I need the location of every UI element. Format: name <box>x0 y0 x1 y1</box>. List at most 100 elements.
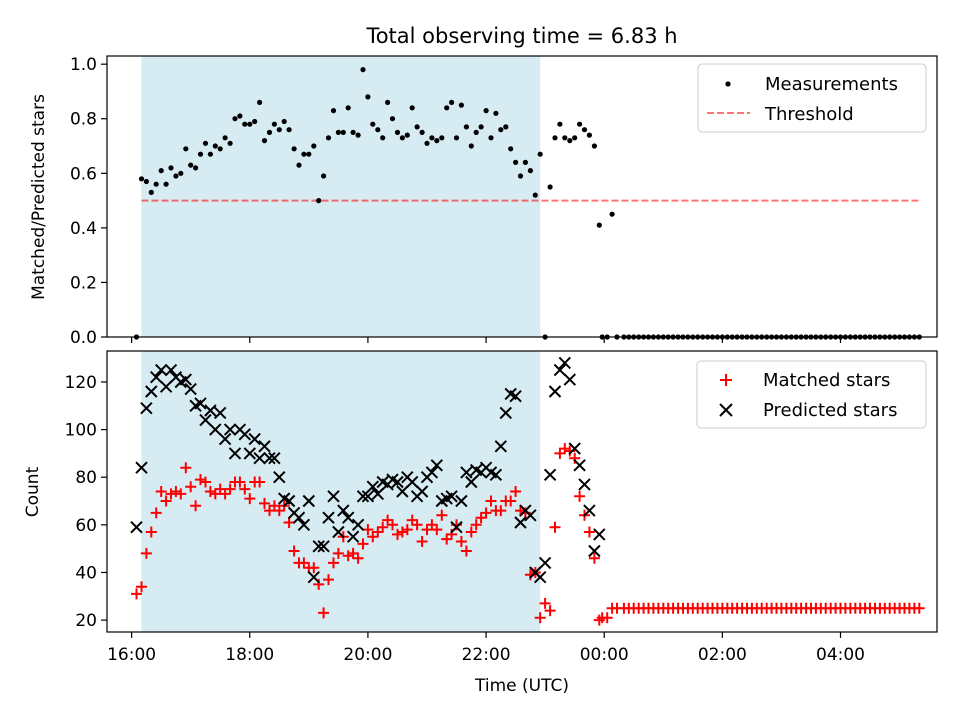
measurement-point <box>552 135 558 141</box>
measurement-point <box>296 162 302 168</box>
predicted-point <box>263 451 276 465</box>
matched-point <box>601 612 613 624</box>
predicted-stars-points <box>130 356 606 584</box>
predicted-point <box>179 373 193 386</box>
measurement-point <box>257 99 263 105</box>
top-y-axis-label: Matched/Predicted stars <box>29 94 49 300</box>
predicted-point <box>307 570 321 584</box>
predicted-point <box>445 490 458 503</box>
predicted-point <box>361 490 375 503</box>
matched-point <box>913 602 925 614</box>
legend-measurements-marker <box>725 81 731 87</box>
legend-matched-marker <box>720 374 732 386</box>
predicted-point <box>460 466 473 479</box>
top-x-ticks <box>131 337 842 343</box>
top-y-ticks: 0.0 0.2 0.4 0.6 0.8 1.0 <box>70 55 107 348</box>
bottom-x-ticks: 16:00 18:00 20:00 22:00 00:00 02:00 04:00 <box>107 632 865 665</box>
matched-point <box>534 612 546 624</box>
predicted-point <box>213 406 227 420</box>
legend-matched-label: Matched stars <box>763 370 890 391</box>
bottom-y-axis-label: Count <box>23 466 43 517</box>
measurement-point <box>316 198 322 204</box>
measurement-point <box>148 189 154 195</box>
predicted-point <box>248 432 261 446</box>
measurement-point <box>414 124 420 130</box>
matched-point <box>554 447 566 459</box>
predicted-point <box>223 423 237 436</box>
measurement-point <box>532 192 538 198</box>
predicted-point <box>489 468 503 482</box>
matched-point <box>185 481 197 493</box>
x-tick-label: 02:00 <box>698 645 747 665</box>
measurement-point <box>217 146 223 152</box>
measurement-point <box>508 146 514 152</box>
matched-point <box>495 505 507 517</box>
top-axes-frame <box>106 55 938 338</box>
y-tick-label: 80 <box>75 468 97 488</box>
predicted-point <box>533 570 547 584</box>
measurement-point <box>458 102 464 108</box>
matched-point <box>175 488 187 500</box>
predicted-point <box>524 509 537 522</box>
measurement-point <box>261 138 268 144</box>
measurement-point <box>547 184 553 190</box>
matched-point <box>298 557 310 569</box>
measurement-point <box>173 173 179 179</box>
matched-point <box>145 526 157 538</box>
predicted-point <box>558 356 572 370</box>
matched-point <box>436 509 448 521</box>
matched-point <box>421 524 433 536</box>
bottom-panel: 20 40 60 80 100 120 16:00 18:00 20:00 22:00 00:00… <box>23 350 938 696</box>
matched-point <box>470 519 482 531</box>
measurement-point <box>424 140 430 146</box>
measurement-point <box>202 140 209 146</box>
matched-point <box>396 526 408 538</box>
measurement-point <box>153 181 159 187</box>
predicted-point <box>145 385 158 398</box>
matched-point <box>268 500 280 512</box>
matched-point <box>574 490 586 502</box>
measurement-point <box>394 129 401 135</box>
measurement-point <box>193 165 199 171</box>
predicted-point <box>218 432 232 446</box>
measurement-point <box>360 67 366 73</box>
measurement-point <box>399 135 405 141</box>
measurement-point <box>609 211 615 217</box>
matched-point <box>131 588 142 600</box>
predicted-point <box>455 494 468 508</box>
measurement-point <box>498 127 504 133</box>
x-tick-label: 00:00 <box>580 645 629 665</box>
y-tick-label: 100 <box>65 421 97 441</box>
matched-point <box>214 483 226 495</box>
predicted-point <box>199 413 212 427</box>
measurement-point <box>252 118 258 125</box>
matched-point <box>342 550 354 562</box>
matched-point <box>288 545 300 557</box>
measurement-point <box>291 146 297 152</box>
matched-point <box>406 514 418 526</box>
matched-point <box>190 500 202 512</box>
measurement-point <box>429 135 435 141</box>
predicted-point <box>538 556 552 570</box>
chart-title: Total observing time = 6.83 h <box>365 24 677 48</box>
predicted-point <box>450 520 463 534</box>
predicted-point <box>322 511 335 524</box>
predicted-point <box>154 363 168 377</box>
y-tick-label: 1.0 <box>70 55 97 75</box>
measurement-point <box>488 135 494 141</box>
predicted-point <box>578 478 591 491</box>
measurement-point <box>178 170 184 176</box>
measurement-point <box>345 105 351 111</box>
matched-point <box>219 488 231 500</box>
predicted-point <box>135 461 148 474</box>
predicted-point <box>415 485 429 498</box>
matched-point <box>441 533 453 545</box>
predicted-point <box>356 490 370 503</box>
measurement-point <box>163 181 169 187</box>
measurement-point <box>227 140 233 146</box>
matched-point <box>372 526 384 538</box>
matched-point <box>180 462 192 474</box>
matched-point <box>505 495 517 507</box>
predicted-point <box>282 494 296 508</box>
measurement-point <box>577 121 583 127</box>
